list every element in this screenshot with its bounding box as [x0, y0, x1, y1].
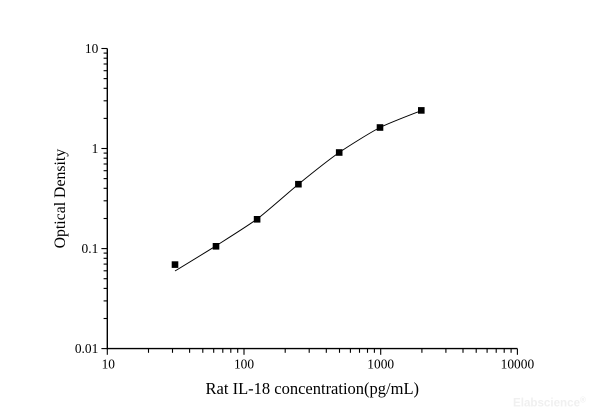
svg-text:10000: 10000	[501, 357, 535, 372]
svg-text:1000: 1000	[367, 357, 394, 372]
svg-text:Rat IL-18 concentration(pg/mL): Rat IL-18 concentration(pg/mL)	[206, 379, 420, 398]
svg-text:100: 100	[234, 357, 254, 372]
svg-text:Elabscience®: Elabscience®	[513, 396, 586, 410]
svg-text:0.01: 0.01	[75, 341, 98, 356]
svg-text:Optical Density: Optical Density	[52, 149, 69, 249]
svg-text:10: 10	[85, 41, 99, 56]
svg-text:0.1: 0.1	[82, 241, 99, 256]
svg-text:1: 1	[92, 141, 99, 156]
svg-text:10: 10	[102, 357, 116, 372]
